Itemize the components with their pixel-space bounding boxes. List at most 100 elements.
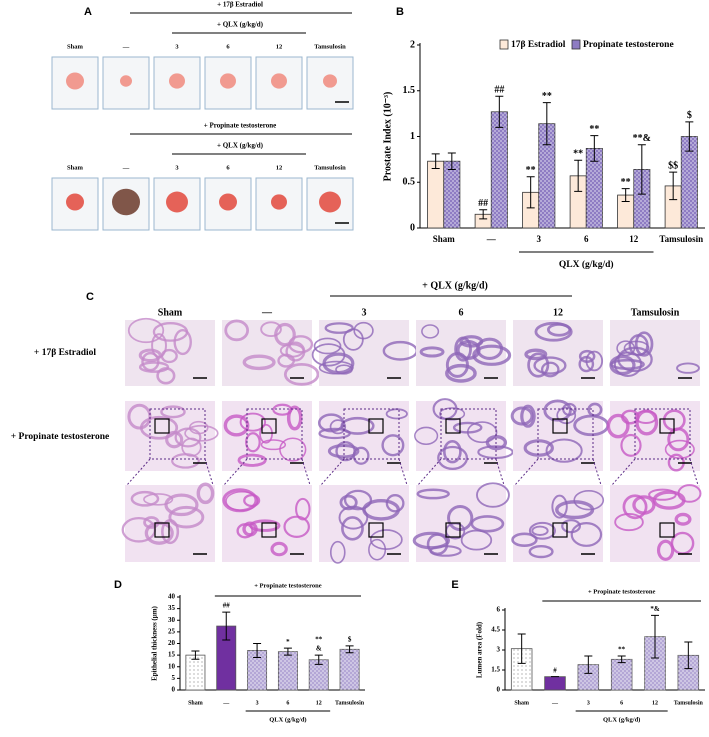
significance: ** xyxy=(542,91,552,102)
tissue xyxy=(340,416,375,435)
tissue xyxy=(664,439,695,459)
inset-box xyxy=(659,522,675,538)
tissue xyxy=(527,352,550,378)
significance: $ xyxy=(348,635,352,643)
tissue xyxy=(620,433,642,457)
tissue xyxy=(139,415,179,440)
y-tick-label: 5 xyxy=(172,674,176,682)
x-tick-label: Tamsulosin xyxy=(335,700,365,706)
column-label: — xyxy=(122,43,130,50)
zoom-link xyxy=(514,458,539,486)
column-label: — xyxy=(122,164,130,171)
tissue xyxy=(477,445,514,460)
column-label: 6 xyxy=(226,43,230,50)
tissue xyxy=(171,453,200,469)
error-bar xyxy=(222,611,231,641)
tissue xyxy=(429,545,462,557)
tissue xyxy=(476,482,510,508)
tissue xyxy=(173,328,192,356)
column-label: 3 xyxy=(362,307,367,318)
zoom-link xyxy=(592,458,602,486)
error-bar xyxy=(685,121,694,152)
bar-texture xyxy=(538,123,555,228)
panel-label: A xyxy=(84,6,92,18)
prostate xyxy=(219,193,237,211)
y-tick-label: 0 xyxy=(497,686,501,694)
column-label: 3 xyxy=(175,164,179,171)
tissue xyxy=(313,337,342,355)
bar-texture xyxy=(633,169,650,228)
group-label: + Propinate testosterone xyxy=(588,588,655,595)
error-bar xyxy=(651,614,659,659)
zoom-region xyxy=(440,408,497,460)
significance: **& xyxy=(633,133,651,144)
tissue xyxy=(283,515,310,539)
tissue xyxy=(437,445,469,471)
tissue xyxy=(543,399,572,422)
bar-texture xyxy=(644,636,666,690)
bar xyxy=(544,676,566,691)
error-bar xyxy=(517,633,526,664)
tissue xyxy=(318,427,351,440)
tissue xyxy=(362,498,401,521)
zoom-region xyxy=(343,408,400,460)
tissue xyxy=(523,439,554,457)
tissue xyxy=(143,493,174,506)
tissue xyxy=(329,540,346,564)
bar-texture xyxy=(278,651,298,690)
tissue xyxy=(472,344,512,366)
zoom-link xyxy=(398,458,408,486)
x-axis-label: QLX (g/kg/d) xyxy=(269,716,306,723)
zoom-link xyxy=(126,458,151,486)
tissue xyxy=(570,522,603,547)
tissue xyxy=(485,434,508,451)
zoom-link xyxy=(204,458,214,486)
legend-label: 17β Estradiol xyxy=(511,40,566,50)
qlx-label: + QLX (g/kg/d) xyxy=(217,21,264,29)
qlx-label: + QLX (g/kg/d) xyxy=(217,142,264,150)
column-label: 6 xyxy=(459,307,464,318)
inset-box xyxy=(445,522,461,538)
inset-box xyxy=(368,418,384,434)
tissue xyxy=(339,494,358,511)
tissue xyxy=(528,521,557,540)
y-tick-label: 0 xyxy=(172,686,176,694)
x-tick-label: — xyxy=(486,234,497,244)
tissue xyxy=(237,453,267,467)
significance: ** xyxy=(589,124,599,135)
tissue xyxy=(606,413,630,439)
bar-texture xyxy=(511,648,532,690)
column-label: 12 xyxy=(553,307,563,318)
x-tick-label: 12 xyxy=(316,700,322,706)
tissue xyxy=(622,494,648,520)
tissue xyxy=(614,513,644,532)
tissue xyxy=(416,488,450,500)
tissue xyxy=(540,361,560,378)
tissue xyxy=(260,439,287,451)
zoom-link xyxy=(417,458,442,486)
error-bar xyxy=(479,209,488,220)
tissue xyxy=(381,434,405,457)
tissue xyxy=(511,532,538,547)
column-label: 12 xyxy=(276,164,283,171)
tissue xyxy=(279,343,305,358)
prostate xyxy=(66,72,84,90)
error-bar xyxy=(191,650,200,660)
tissue xyxy=(613,351,643,377)
tissue xyxy=(243,493,261,508)
significance: $$ xyxy=(668,160,678,171)
panel-label: E xyxy=(451,579,458,591)
tissue xyxy=(196,482,215,505)
x-tick-label: Tamsulosin xyxy=(674,700,704,706)
tissue xyxy=(445,363,477,383)
column-label: Tamsulosin xyxy=(631,307,680,318)
y-tick-label: 4.5 xyxy=(491,626,500,634)
tissue xyxy=(130,490,160,507)
tissue xyxy=(369,529,403,550)
y-tick-label: 30 xyxy=(168,616,176,624)
zoom-link xyxy=(689,458,699,486)
y-axis-label: Epithelial thickness (μm) xyxy=(151,605,159,680)
group-label: + Propinate testosterone xyxy=(254,582,321,589)
prostate xyxy=(323,74,337,88)
